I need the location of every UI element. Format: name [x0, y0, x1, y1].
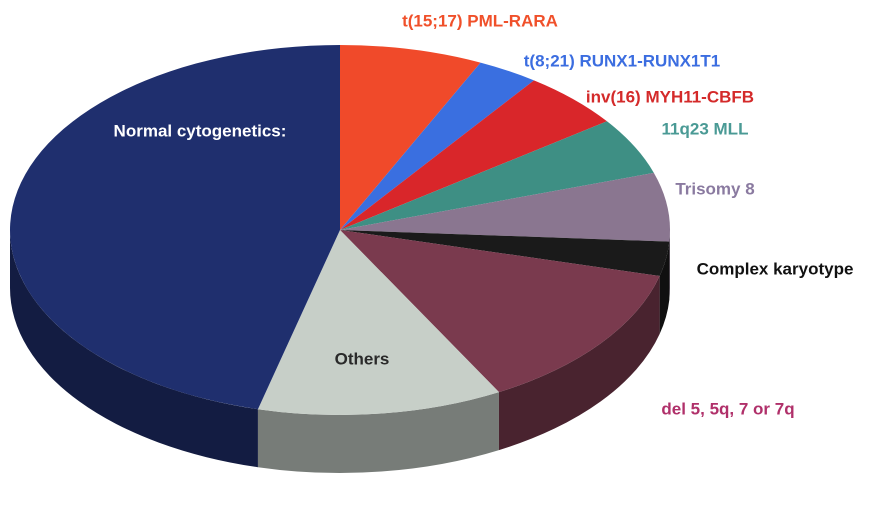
slice-label: Normal cytogenetics: [114, 121, 287, 140]
slice [9, 45, 340, 410]
slice [340, 230, 670, 277]
slice-label: Others [335, 349, 390, 368]
slice-label: del 5, 5q, 7 or 7q [661, 399, 794, 418]
slice-label: t(8;21) RUNX1-RUNX1T1 [524, 51, 720, 70]
slice-label: t(15;17) PML-RARA [402, 11, 558, 30]
slice [340, 45, 481, 230]
slice-side [669, 230, 670, 300]
slice [340, 172, 670, 242]
slice-label: inv(16) MYH11-CBFB [586, 87, 754, 106]
slice-label: Complex karyotype [697, 259, 854, 278]
slice-side [659, 241, 670, 335]
slice-label: Trisomy 8 [675, 179, 754, 198]
slice-label: 11q23 MLL [662, 119, 749, 138]
slice [340, 121, 654, 230]
slice-side [498, 276, 660, 451]
slice-side [9, 230, 258, 468]
slice [340, 62, 534, 230]
slice [340, 230, 660, 393]
slice [340, 80, 607, 231]
slice [257, 230, 499, 415]
slice-side [257, 392, 499, 474]
